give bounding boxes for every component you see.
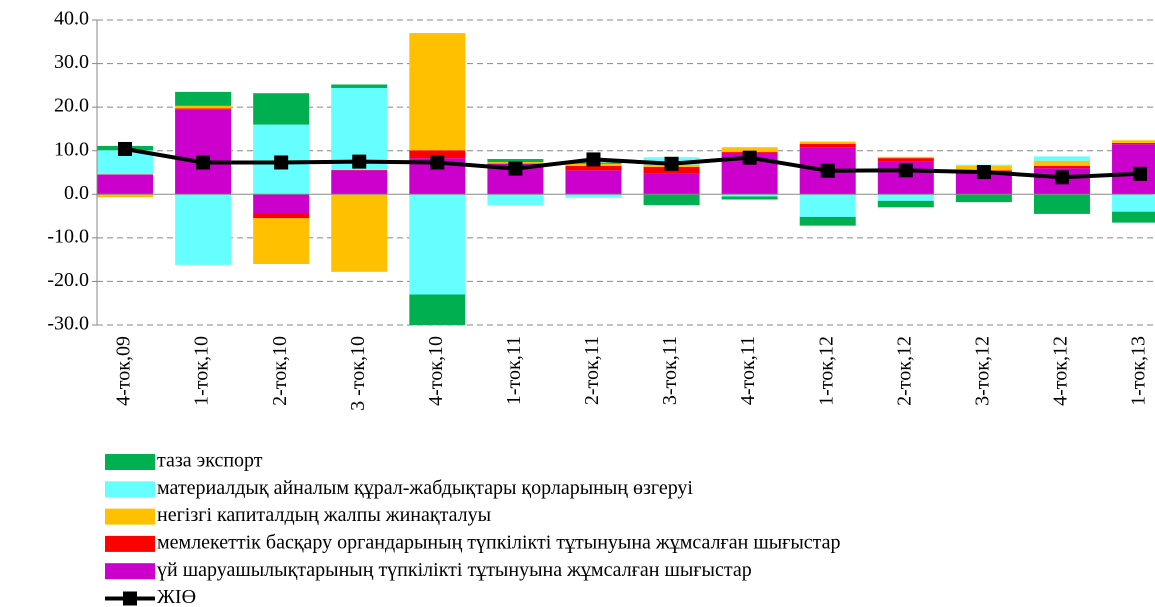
legend-marker [123, 591, 137, 606]
legend-swatch [105, 508, 155, 525]
x-tick-label: 4-ток,09 [113, 336, 135, 406]
line-marker [898, 163, 913, 178]
bar-segment [877, 158, 934, 162]
bar-segment [175, 105, 232, 109]
line-marker [196, 155, 211, 170]
bar-segment [1033, 165, 1090, 169]
bar-segment [565, 165, 622, 171]
bar-segment [487, 158, 544, 163]
x-tick-label: 1-ток,11 [503, 336, 525, 405]
x-tick-label: 3-ток,11 [659, 336, 681, 405]
line-marker [1133, 166, 1148, 181]
line-marker [820, 163, 835, 178]
line-marker [976, 165, 991, 180]
y-tick-label: 10.0 [54, 138, 89, 160]
bar-segment [877, 200, 934, 208]
bar-segment [409, 150, 466, 159]
y-tick-label: 40.0 [54, 8, 89, 30]
x-tick-label: 1-ток,13 [1128, 336, 1150, 406]
bar-segment [1112, 194, 1155, 212]
x-tick-label: 3 -ток,10 [347, 336, 369, 411]
bar-segment [409, 194, 466, 295]
bar-segment [97, 150, 153, 175]
bar-segment [565, 170, 622, 195]
legend-swatch [105, 535, 155, 552]
line-marker [352, 154, 367, 169]
bar-segment [877, 194, 934, 201]
line-marker [742, 150, 757, 165]
bar-segment [643, 194, 700, 206]
bar-segment [643, 173, 700, 195]
legend-label: негізгі капиталдың жалпы жинақталуы [157, 504, 491, 526]
bar-segment [721, 196, 778, 200]
y-tick-label: 30.0 [54, 51, 89, 73]
x-tick-label: 1-ток,10 [191, 336, 213, 406]
line-marker [664, 156, 679, 171]
y-tick-label: 0.0 [64, 182, 89, 204]
line-marker [508, 161, 523, 176]
bar-segment [175, 108, 232, 110]
bar-segment [799, 143, 856, 148]
bar-segment [409, 294, 466, 325]
x-tick-label: 2-ток,10 [269, 336, 291, 406]
bar-segment [331, 194, 388, 272]
line-marker [118, 141, 132, 156]
bar-segment [253, 194, 310, 214]
bar-segment [799, 216, 856, 226]
y-tick-label: 20.0 [54, 95, 89, 117]
x-tick-label: 4-ток,11 [737, 336, 759, 405]
legend-label: таза экспорт [157, 450, 263, 472]
bar-segment [97, 174, 153, 195]
y-tick-label: -20.0 [47, 269, 89, 291]
bar-segment [565, 194, 622, 198]
y-tick-label: -10.0 [47, 225, 89, 247]
bar-segment [331, 84, 388, 88]
bar-segment [721, 147, 778, 153]
bar-segment [253, 218, 310, 264]
line-marker [586, 152, 601, 167]
bar-segment [1112, 142, 1155, 145]
bar-segment [1112, 211, 1155, 223]
bar-segment [175, 109, 232, 195]
bar-segment [799, 141, 856, 144]
bar-segment [799, 194, 856, 217]
legend-swatch [105, 481, 155, 498]
bar-segment [253, 213, 310, 219]
x-tick-label: 4-ток,10 [425, 336, 447, 406]
bar-segment [409, 33, 466, 151]
line-marker [274, 155, 289, 170]
x-tick-label: 1-ток,12 [815, 336, 837, 406]
bar-segment [487, 194, 544, 206]
bar-segment [877, 156, 934, 159]
legend-label: материалдық айналым құрал-жабдықтары қор… [157, 477, 693, 499]
bar-segment [1033, 160, 1090, 166]
x-tick-label: 2-ток,11 [581, 336, 603, 405]
x-tick-label: 3-ток,12 [971, 336, 993, 406]
legend-label: үй шаруашылықтарының түпкілікті тұтынуын… [157, 559, 752, 581]
legend-swatch [105, 454, 155, 470]
legend-swatch [105, 563, 155, 580]
bar-segment [721, 194, 778, 197]
bar-segment [1112, 140, 1155, 143]
line-series [124, 147, 1141, 180]
bar-segment [955, 172, 1012, 195]
line-marker [1054, 170, 1069, 185]
bar-segment [331, 170, 388, 195]
line-marker [430, 155, 445, 170]
bar-segment [253, 93, 310, 125]
bar-segment [1033, 156, 1090, 161]
bar-segment [175, 194, 232, 265]
legend-label: мемлекеттік басқару органдарының түпкілі… [157, 531, 841, 553]
bar-segment [97, 194, 153, 198]
bar-segment [955, 194, 1012, 203]
bar-segment [1033, 194, 1090, 214]
legend-label: ЖІӨ [157, 586, 196, 607]
bar-segment [175, 91, 232, 106]
x-tick-label: 2-ток,12 [893, 336, 915, 406]
y-tick-label: -30.0 [47, 313, 89, 335]
x-tick-label: 4-ток,12 [1050, 336, 1072, 406]
